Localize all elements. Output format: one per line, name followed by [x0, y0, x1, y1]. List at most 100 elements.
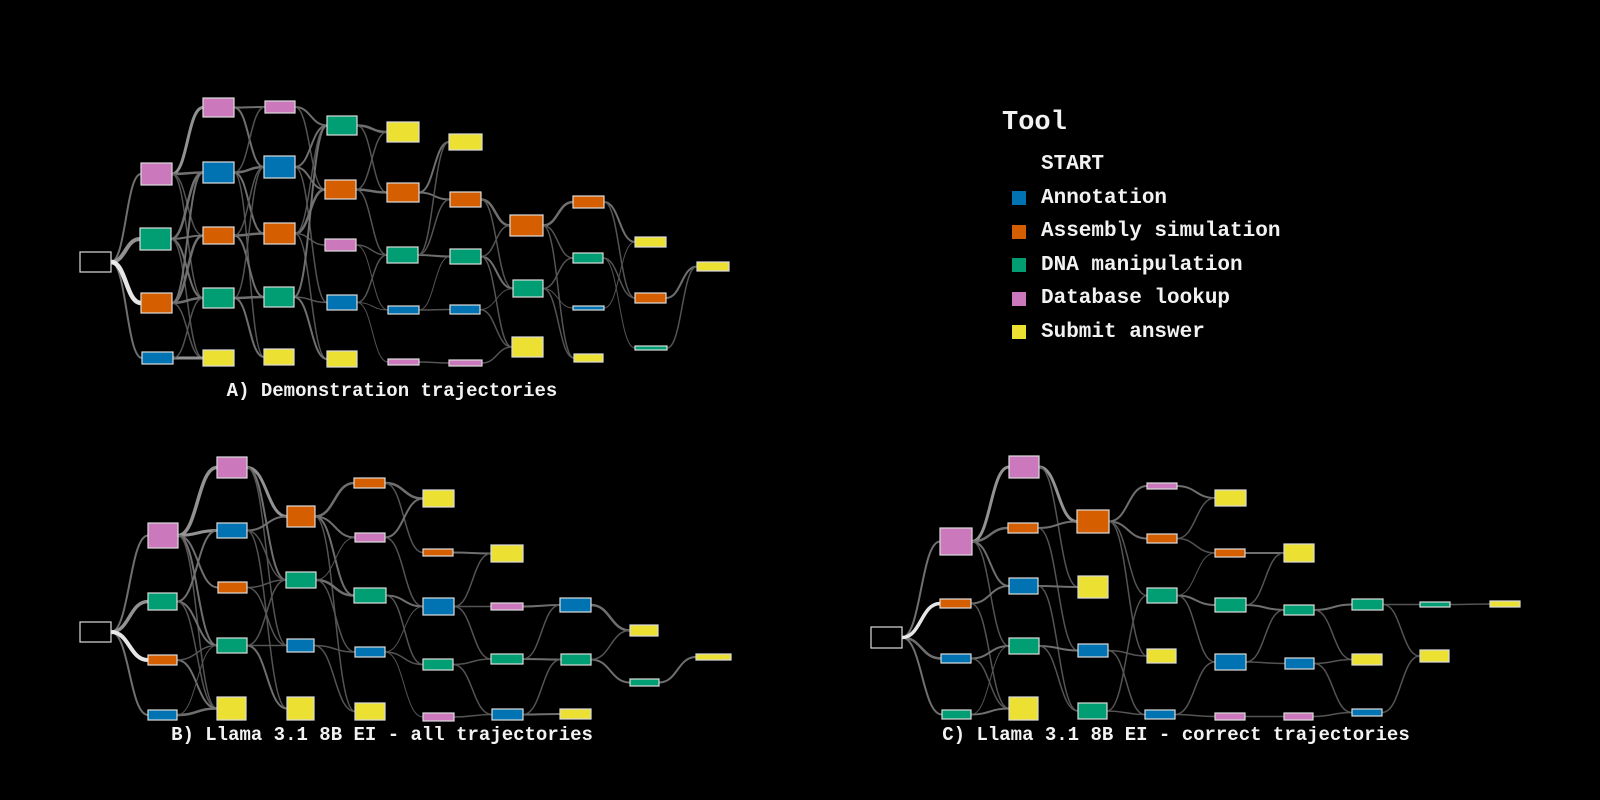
legend-color-swatch [1012, 191, 1026, 206]
sankey-link [542, 257, 574, 290]
sankey-link [1106, 594, 1148, 712]
sankey-link [1176, 594, 1216, 606]
sankey-link [315, 579, 356, 653]
sankey-link [176, 645, 218, 716]
node-database-lookup [1008, 455, 1040, 479]
sankey-link [233, 295, 265, 300]
node-submit-answer [696, 261, 730, 272]
sankey-link-highlight [110, 630, 149, 662]
node-database-lookup [448, 359, 483, 367]
sankey-link [971, 465, 1010, 543]
sankey-link [246, 466, 288, 518]
sankey-link [590, 658, 631, 684]
node-annotation [1077, 643, 1109, 658]
sankey-link [355, 244, 388, 256]
sankey-link [1108, 520, 1148, 657]
legend-title: Tool [1002, 108, 1067, 138]
sankey-link [110, 261, 143, 359]
sankey-link [293, 124, 328, 298]
sankey-link [171, 296, 204, 305]
node-dna-manipulation [1008, 637, 1040, 655]
sankey-link [246, 579, 287, 647]
sankey-panel-c [870, 455, 1521, 721]
sankey-link [171, 106, 204, 176]
sankey-link [452, 551, 492, 555]
sankey-link [294, 106, 328, 127]
sankey-link [418, 361, 450, 364]
sankey-link [1381, 655, 1421, 714]
node-annotation [1351, 708, 1383, 717]
legend-color-swatch [1012, 224, 1026, 239]
sankey-link [1108, 520, 1148, 597]
node-database-lookup [1146, 482, 1178, 490]
sankey-link [176, 659, 218, 710]
sankey-link [176, 707, 218, 717]
sankey-link [970, 645, 1010, 715]
node-assembly-simulation [353, 477, 386, 489]
sankey-link [384, 497, 424, 539]
node-dna-manipulation [285, 571, 317, 589]
sankey-link [522, 713, 561, 716]
legend-item-label: DNA manipulation [1041, 253, 1243, 277]
legend-color-swatch [1012, 158, 1026, 172]
sankey-link [522, 604, 561, 660]
node-assembly-simulation [324, 179, 357, 200]
sankey-link [233, 165, 265, 174]
sankey-link [170, 171, 204, 241]
node-database-lookup [354, 532, 386, 543]
sankey-link [971, 540, 1010, 587]
sankey-link [176, 600, 218, 647]
sankey-link [1176, 594, 1216, 663]
node-dna-manipulation [449, 248, 482, 265]
node-assembly-simulation [286, 505, 316, 528]
sankey-link [452, 663, 493, 716]
node-submit-answer [1008, 696, 1039, 721]
node-dna-manipulation [386, 246, 419, 264]
node-annotation [1214, 653, 1247, 671]
node-dna-manipulation [202, 287, 235, 309]
sankey-link [177, 465, 218, 538]
node-submit-answer [386, 121, 420, 143]
node-annotation [1144, 709, 1176, 720]
tool-legend: Tool START Annotation Assembly simulation D… [1002, 108, 1280, 349]
node-annotation [286, 638, 315, 653]
node-assembly-simulation [386, 182, 420, 203]
node-dna-manipulation [634, 345, 668, 351]
sankey-link [315, 537, 356, 581]
sankey-link [246, 529, 287, 581]
sankey-link [901, 636, 943, 716]
node-dna-manipulation [572, 252, 604, 264]
sankey-link [233, 106, 266, 174]
legend-item-label: Annotation [1041, 186, 1168, 210]
sankey-link [176, 529, 218, 603]
sankey-link [313, 644, 356, 713]
node-annotation [263, 155, 296, 179]
node-submit-answer [1283, 543, 1315, 563]
legend-item-label: START [1041, 153, 1105, 177]
sankey-link [480, 255, 514, 290]
node-submit-answer [216, 696, 247, 721]
node-assembly-simulation [449, 191, 482, 208]
node-annotation [387, 305, 420, 315]
legend-item: START [1002, 148, 1280, 182]
legend-item-label: Database lookup [1041, 287, 1231, 311]
sankey-link [233, 166, 265, 299]
sankey-link [1038, 465, 1078, 523]
sankey-link [542, 224, 575, 359]
node-assembly-simulation [202, 226, 235, 245]
sankey-link [1108, 520, 1148, 540]
node-assembly-simulation [1146, 533, 1178, 544]
sankey-link [479, 288, 514, 310]
node-annotation [141, 351, 174, 365]
sankey-link [294, 232, 328, 360]
panel-b-title: B) Llama 3.1 8B EI - all trajectories [171, 724, 593, 746]
sankey-link [176, 600, 218, 710]
sankey-link [293, 296, 328, 360]
node-dna-manipulation [1419, 601, 1451, 608]
sankey-link [1038, 645, 1079, 652]
sankey-link [176, 644, 218, 661]
sankey-link [1174, 713, 1216, 718]
sankey-link [294, 232, 326, 246]
node-dna-manipulation [560, 653, 592, 666]
